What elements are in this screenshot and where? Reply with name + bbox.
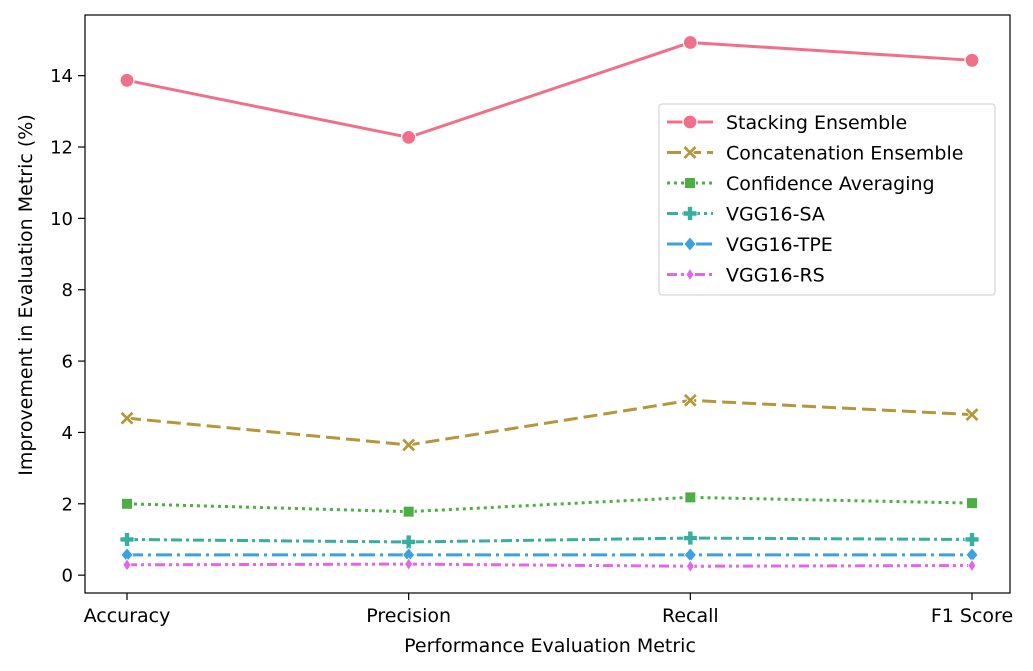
series-line xyxy=(126,536,973,544)
series-line xyxy=(126,398,973,447)
data-point xyxy=(685,559,695,573)
axes: 0 2 4 6 8 10 12 14 Accuracy Precision Recall F1 Sco… xyxy=(50,14,1013,627)
legend-label: Concatenation Ensemble xyxy=(726,143,963,165)
data-point xyxy=(401,437,417,453)
plot-area xyxy=(119,34,980,573)
series-5 xyxy=(122,557,977,573)
y-tick-label: 6 xyxy=(62,352,73,373)
data-point xyxy=(121,497,133,510)
data-point xyxy=(682,34,698,51)
series-2 xyxy=(121,491,978,518)
data-point xyxy=(967,558,977,573)
legend-marker xyxy=(684,177,696,189)
legend-marker xyxy=(682,114,698,130)
data-point xyxy=(682,530,698,546)
legend-label: VGG16-RS xyxy=(726,265,825,287)
data-point xyxy=(119,532,135,547)
data-point xyxy=(404,557,414,571)
plot-frame xyxy=(84,14,1011,594)
legend-label: Confidence Averaging xyxy=(726,173,935,195)
legend-box xyxy=(658,103,996,296)
series-1 xyxy=(119,392,980,453)
y-tick-label: 2 xyxy=(62,494,73,515)
data-point xyxy=(401,129,417,145)
x-tick-label: Accuracy xyxy=(84,605,171,627)
legend-label: VGG16-TPE xyxy=(726,234,833,256)
data-point xyxy=(122,558,132,572)
data-point xyxy=(402,505,415,518)
data-point xyxy=(119,410,135,426)
legend-marker xyxy=(682,206,698,221)
series-line xyxy=(126,40,973,139)
data-point xyxy=(401,534,417,550)
series-4 xyxy=(120,547,979,563)
data-point xyxy=(964,407,980,423)
data-point xyxy=(684,491,697,504)
y-axis-label: Improvement in Evaluation Metric (%) xyxy=(15,114,37,476)
y-tick-label: 10 xyxy=(50,209,73,230)
x-tick-label: F1 Score xyxy=(931,605,1013,627)
legend: Stacking Ensemble Concatenation Ensemble C… xyxy=(658,103,996,296)
data-point xyxy=(964,532,980,547)
legend-marker xyxy=(685,267,695,282)
legend-label: VGG16-SA xyxy=(726,204,825,226)
x-axis-label: Performance Evaluation Metric xyxy=(404,635,696,657)
y-tick-label: 0 xyxy=(62,566,73,587)
legend-label: Stacking Ensemble xyxy=(726,112,907,134)
data-point xyxy=(966,497,978,510)
data-point xyxy=(964,52,980,68)
data-point xyxy=(119,72,135,88)
series-3 xyxy=(119,530,980,550)
y-tick-label: 12 xyxy=(50,138,73,159)
legend-marker xyxy=(682,144,698,161)
y-tick-label: 8 xyxy=(62,280,73,301)
y-tick-label: 14 xyxy=(50,66,73,87)
x-tick-label: Precision xyxy=(366,605,451,627)
series-line xyxy=(126,562,973,568)
series-line xyxy=(126,495,973,514)
x-tick-label: Recall xyxy=(662,605,719,627)
y-tick-label: 4 xyxy=(62,423,73,444)
data-point xyxy=(682,392,698,408)
series-0 xyxy=(119,34,980,145)
legend-marker xyxy=(683,236,697,252)
